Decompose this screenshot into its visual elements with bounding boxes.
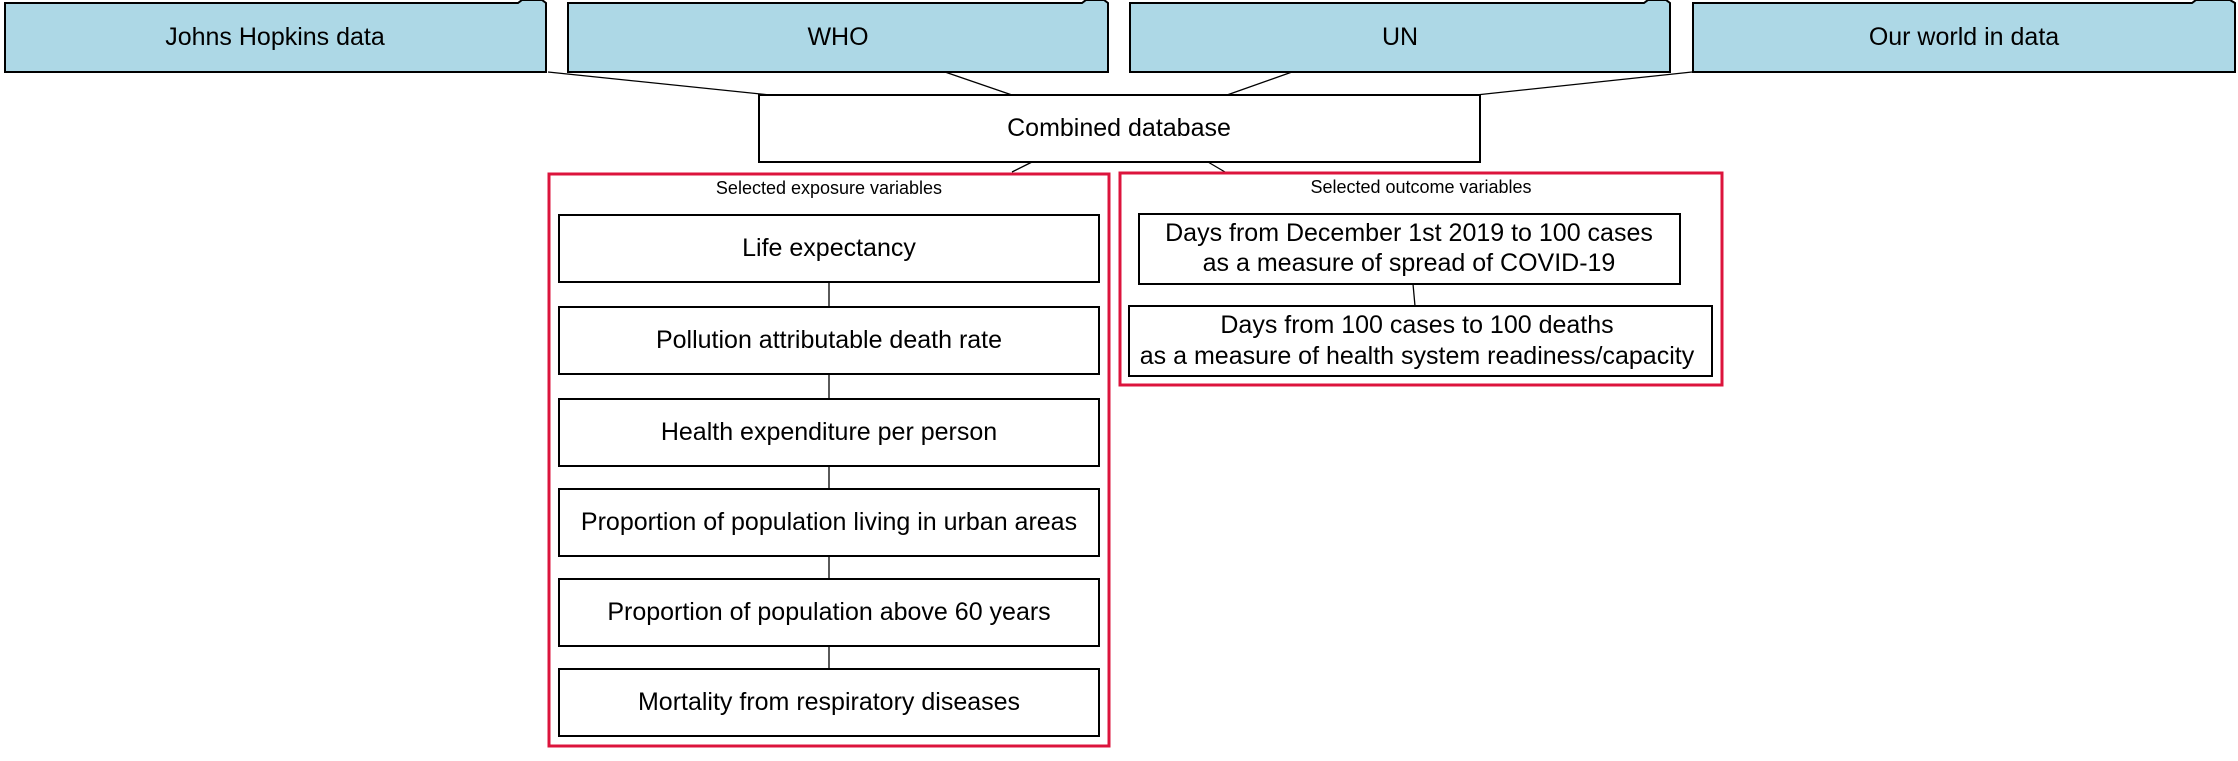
- combined-database-label: Combined database: [1007, 114, 1231, 142]
- folder-shape: [4, 0, 547, 73]
- outcome-item-label: as a measure of health system readiness/…: [1140, 342, 1695, 370]
- source-nodes: Johns Hopkins data WHO UN Our world in d…: [4, 0, 2236, 73]
- source-johns-hopkins: Johns Hopkins data: [4, 0, 547, 73]
- exposure-item: Life expectancy: [558, 214, 1100, 283]
- folder-shape: [567, 0, 1109, 73]
- exposure-item-label: Life expectancy: [742, 234, 916, 262]
- exposure-item-label: Mortality from respiratory diseases: [638, 688, 1020, 716]
- exposure-item-label: Pollution attributable death rate: [656, 326, 1002, 354]
- exposure-item-label: Proportion of population above 60 years: [607, 598, 1050, 626]
- outcome-item-label: Days from December 1st 2019 to 100 cases: [1165, 219, 1653, 247]
- source-label: Our world in data: [1869, 23, 2059, 51]
- folder-shape: [1692, 0, 2236, 73]
- exposure-item-box: [558, 668, 1100, 737]
- combined-database-node: Combined database: [758, 94, 1481, 163]
- exposure-cluster: Selected exposure variables Life expecta…: [547, 172, 1111, 748]
- exposure-item: Mortality from respiratory diseases: [558, 668, 1100, 737]
- exposure-cluster-border: [547, 172, 1111, 748]
- edge-un-to-combined: [1226, 71, 1293, 96]
- source-our-world-in-data: Our world in data: [1692, 0, 2236, 73]
- edge-owid-to-combined: [1475, 71, 1693, 96]
- exposure-item-box: [558, 578, 1100, 647]
- exposure-item: Proportion of population above 60 years: [558, 578, 1100, 647]
- source-who: WHO: [567, 0, 1109, 73]
- exposure-item: Health expenditure per person: [558, 398, 1100, 467]
- edge-outcome-1-2: [1412, 283, 1416, 307]
- source-label: UN: [1382, 23, 1418, 51]
- source-label: Johns Hopkins data: [165, 23, 385, 51]
- exposure-item: Proportion of population living in urban…: [558, 488, 1100, 557]
- exposure-item-label: Proportion of population living in urban…: [581, 508, 1077, 536]
- exposure-item: Pollution attributable death rate: [558, 306, 1100, 375]
- combined-database-box: [758, 94, 1481, 163]
- outcome-item-box: [1138, 213, 1681, 285]
- outcome-cluster-border: [1118, 171, 1724, 387]
- edge-who-to-combined: [944, 71, 1013, 96]
- exposure-item-box: [558, 214, 1100, 283]
- edge-combined-to-outcome: [1207, 161, 1226, 173]
- exposure-item-box: [558, 398, 1100, 467]
- source-un: UN: [1129, 0, 1671, 73]
- outcome-item-label: as a measure of spread of COVID-19: [1203, 249, 1616, 277]
- edges: [547, 71, 1693, 669]
- edge-johns-hopkins-to-combined: [547, 71, 771, 96]
- folder-shape: [1129, 0, 1671, 73]
- source-label: WHO: [807, 23, 868, 51]
- outcome-cluster: Selected outcome variables Days from Dec…: [1118, 171, 1724, 387]
- exposure-item-box: [558, 306, 1100, 375]
- exposure-item-label: Health expenditure per person: [661, 418, 997, 446]
- outcome-item: Days from 100 cases to 100 deaths as a m…: [1128, 305, 1713, 377]
- exposure-cluster-title: Selected exposure variables: [716, 178, 942, 198]
- outcome-item-box: [1128, 305, 1713, 377]
- outcome-item: Days from December 1st 2019 to 100 cases…: [1138, 213, 1681, 285]
- edge-combined-to-exposure: [1011, 161, 1033, 173]
- outcome-cluster-title: Selected outcome variables: [1310, 177, 1531, 197]
- outcome-item-label: Days from 100 cases to 100 deaths: [1220, 311, 1613, 339]
- exposure-item-box: [558, 488, 1100, 557]
